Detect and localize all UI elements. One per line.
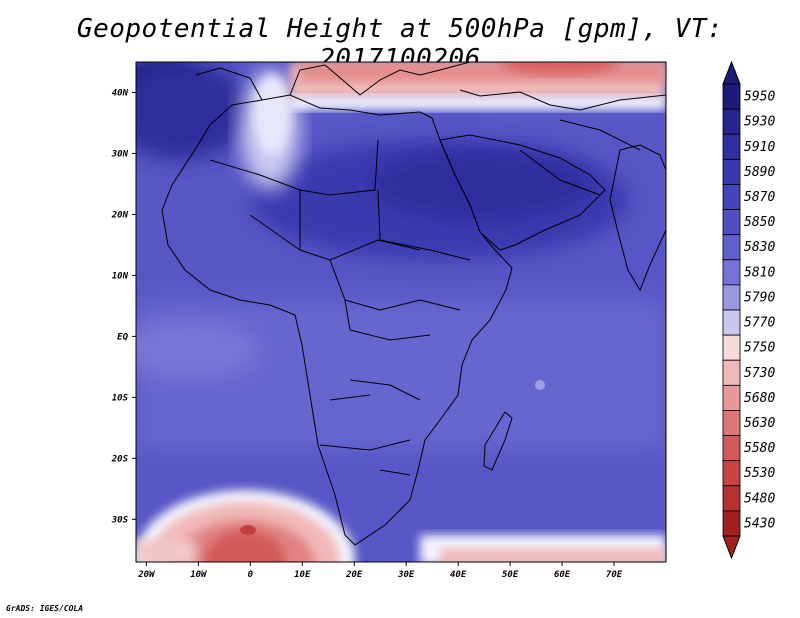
colorbar-label: 5430 <box>744 516 775 531</box>
colorbar-swatch <box>722 309 741 336</box>
colorbar-label: 5810 <box>744 265 775 280</box>
colorbar-swatch <box>722 435 741 462</box>
axis-ticks: 40N 30N 20N 10N EQ 10S 20S 30S 20W 10W 0 10E 20E 30E 4… <box>111 88 623 580</box>
plot-frame <box>135 61 667 563</box>
colorbar-swatch <box>722 234 741 261</box>
colorbar: 5950 5930 5910 5890 5870 5850 5830 5810 5790 5770… <box>722 60 775 560</box>
lat-tick-label: 20S <box>111 454 129 464</box>
colorbar-swatch <box>722 158 741 185</box>
colorbar-swatch <box>722 284 741 311</box>
europe-coastline <box>195 62 666 111</box>
lon-tick-label: 30E <box>397 570 415 580</box>
lon-tick-label: 70E <box>606 570 623 580</box>
colorbar-label: 5850 <box>744 215 775 230</box>
lat-tick-label: EQ <box>117 332 128 342</box>
lon-tick-label: 60E <box>554 570 571 580</box>
madagascar-coastline <box>483 411 513 471</box>
inland-borders <box>209 119 641 476</box>
colorbar-label: 5730 <box>744 366 775 381</box>
colorbar-swatch <box>722 460 741 487</box>
india-coastline <box>609 144 666 292</box>
lat-tick-label: 30N <box>111 149 129 159</box>
lat-tick-label: 40N <box>112 88 129 98</box>
colorbar-swatch <box>722 83 741 110</box>
lat-tick-label: 20N <box>111 210 129 220</box>
lon-tick-label: 50E <box>502 570 519 580</box>
colorbar-min-arrow <box>722 535 741 560</box>
colorbar-swatch <box>722 384 741 411</box>
geopotential-field <box>136 62 666 562</box>
chart-title: Geopotential Height at 500hPa [gpm], VT:… <box>76 14 724 74</box>
colorbar-label: 5790 <box>744 290 775 305</box>
colorbar-label: 5870 <box>744 190 775 205</box>
lon-tick-label: 20E <box>345 570 363 580</box>
lon-tick-label: 0 <box>248 570 254 580</box>
colorbar-swatch <box>722 133 741 160</box>
colorbar-label: 5830 <box>744 240 775 255</box>
arabia-coastline <box>439 134 606 251</box>
africa-coastline <box>161 94 513 546</box>
lon-tick-label: 10E <box>294 570 311 580</box>
colorbar-swatch <box>722 485 741 512</box>
colorbar-label: 5750 <box>744 341 775 356</box>
colorbar-max-arrow <box>722 60 741 85</box>
colorbar-swatch <box>722 510 741 537</box>
colorbar-swatch <box>722 359 741 386</box>
colorbar-swatch <box>722 209 741 236</box>
lon-tick-label: 10W <box>190 570 208 580</box>
colorbar-swatch <box>722 108 741 135</box>
colorbar-label: 5770 <box>744 316 775 331</box>
lon-tick-label: 20W <box>137 570 156 580</box>
colorbar-label: 5910 <box>744 140 775 155</box>
colorbar-label: 5930 <box>744 115 775 130</box>
colorbar-label: 5680 <box>744 391 775 406</box>
colorbar-swatch <box>722 334 741 361</box>
colorbar-label: 5530 <box>744 466 775 481</box>
lat-tick-label: 10N <box>112 271 129 281</box>
colorbar-label: 5580 <box>744 441 775 456</box>
colorbar-label: 5950 <box>744 90 775 105</box>
colorbar-swatch <box>722 410 741 436</box>
coastlines <box>161 62 666 546</box>
lat-tick-label: 30S <box>111 515 129 525</box>
lat-tick-label: 10S <box>112 393 129 403</box>
colorbar-label: 5630 <box>744 416 775 431</box>
colorbar-label: 5890 <box>744 165 775 180</box>
lon-tick-label: 40E <box>450 570 467 580</box>
colorbar-swatch <box>722 259 741 286</box>
colorbar-swatch <box>722 184 741 210</box>
grads-credit: GrADS: IGES/COLA <box>6 604 84 613</box>
colorbar-label: 5480 <box>744 491 775 506</box>
